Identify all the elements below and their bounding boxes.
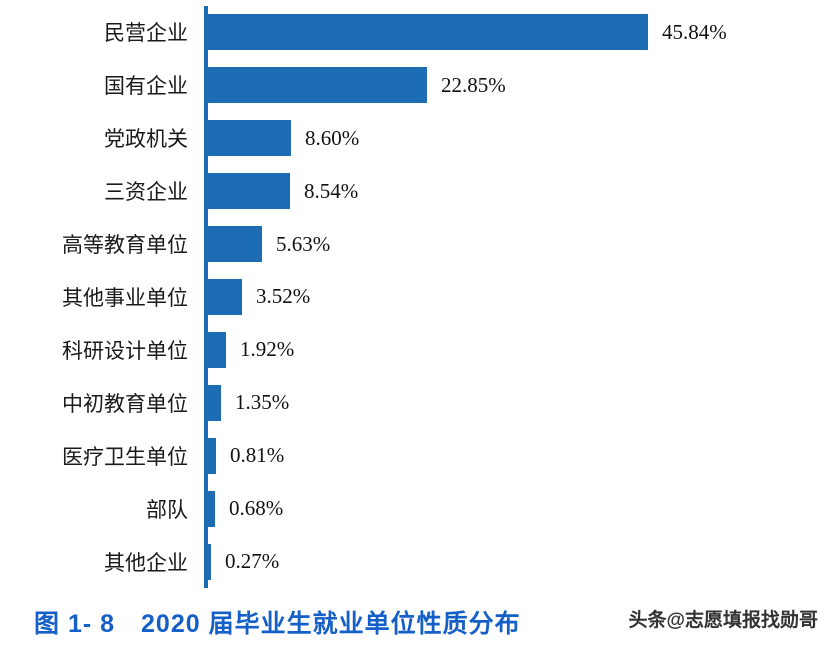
value-label: 1.92%: [240, 337, 295, 362]
bar-track: 3.52%: [204, 270, 826, 324]
category-label: 三资企业: [104, 180, 188, 205]
category-label: 其他事业单位: [62, 285, 188, 310]
bar-track: 45.84%: [204, 6, 826, 59]
bar: [208, 384, 221, 421]
bar: [208, 437, 216, 474]
category-label: 党政机关: [104, 127, 188, 152]
bar-track: 8.54%: [204, 164, 826, 218]
bar-track: 0.27%: [204, 535, 826, 588]
bar-row: 国有企业 22.85%: [0, 58, 826, 112]
bar: [208, 278, 242, 315]
caption-row: 图 1- 8 2020 届毕业生就业单位性质分布 头条@志愿填报找勋哥: [0, 600, 826, 642]
category-label: 部队: [146, 497, 188, 522]
bar-row: 其他事业单位 3.52%: [0, 270, 826, 324]
bar-row: 其他企业 0.27%: [0, 535, 826, 588]
value-label: 8.54%: [304, 178, 359, 203]
bar-row: 民营企业 45.84%: [0, 6, 826, 59]
bar-track: 0.81%: [204, 429, 826, 483]
value-label: 0.68%: [229, 496, 284, 521]
category-label: 中初教育单位: [62, 391, 188, 416]
bar-track: 5.63%: [204, 217, 826, 271]
category-label: 其他企业: [104, 550, 188, 575]
bar-row: 党政机关 8.60%: [0, 111, 826, 165]
value-label: 8.60%: [305, 125, 360, 150]
bar: [208, 14, 648, 51]
bar: [208, 226, 262, 263]
bar-row: 三资企业 8.54%: [0, 164, 826, 218]
bar-chart: 民营企业 45.84% 国有企业 22.85% 党政机关 8.60% 三资企业 8.54% 高等…: [0, 6, 826, 588]
category-label: 医疗卫生单位: [62, 444, 188, 469]
bar-track: 8.60%: [204, 111, 826, 165]
value-label: 0.81%: [230, 443, 285, 468]
bar-row: 部队 0.68%: [0, 482, 826, 536]
value-label: 5.63%: [276, 231, 331, 256]
bar: [208, 331, 226, 368]
bar-row: 中初教育单位 1.35%: [0, 376, 826, 430]
watermark-text: 头条@志愿填报找勋哥: [622, 605, 818, 632]
category-label: 科研设计单位: [62, 338, 188, 363]
bar: [208, 543, 211, 580]
bar-row: 高等教育单位 5.63%: [0, 217, 826, 271]
bar-track: 22.85%: [204, 58, 826, 112]
chart-title: 图 1- 8 2020 届毕业生就业单位性质分布: [34, 610, 521, 638]
bar: [208, 173, 290, 210]
value-label: 1.35%: [235, 390, 290, 415]
bar-track: 0.68%: [204, 482, 826, 536]
value-label: 3.52%: [256, 284, 311, 309]
bar-row: 医疗卫生单位 0.81%: [0, 429, 826, 483]
category-label: 高等教育单位: [62, 233, 188, 258]
bar-track: 1.92%: [204, 323, 826, 377]
category-label: 国有企业: [104, 74, 188, 99]
bar: [208, 120, 291, 157]
bar-track: 1.35%: [204, 376, 826, 430]
bar: [208, 67, 427, 104]
bar-rows: 民营企业 45.84% 国有企业 22.85% 党政机关 8.60% 三资企业 8.54% 高等…: [0, 6, 826, 588]
bar-row: 科研设计单位 1.92%: [0, 323, 826, 377]
value-label: 22.85%: [441, 72, 506, 97]
bar: [208, 490, 215, 527]
category-label: 民营企业: [104, 21, 188, 46]
value-label: 0.27%: [225, 549, 280, 574]
value-label: 45.84%: [662, 19, 727, 44]
